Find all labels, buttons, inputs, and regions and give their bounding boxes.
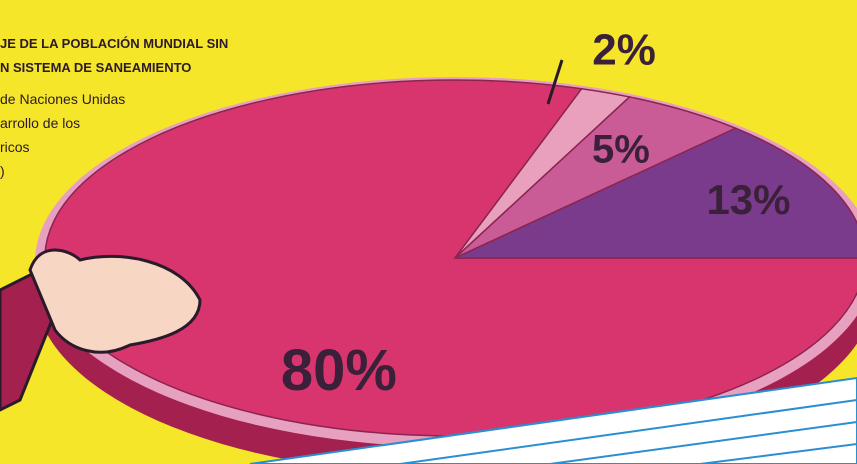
source: ) — [0, 163, 5, 179]
pie — [44, 79, 857, 437]
pie-slice — [454, 127, 857, 259]
hand — [0, 248, 202, 412]
slice-label: 13% — [706, 176, 790, 223]
title: N SISTEMA DE SANEAMIENTO — [0, 60, 191, 75]
paper — [249, 376, 857, 464]
slice-label: 80% — [281, 338, 397, 403]
source: de Naciones Unidas — [0, 91, 125, 107]
pie-slice — [44, 79, 857, 437]
leader-line — [546, 59, 564, 105]
slice-label: 5% — [592, 128, 650, 172]
slice-label: 2% — [592, 25, 656, 74]
source: arrollo de los — [0, 115, 80, 131]
source: ricos — [0, 139, 30, 155]
title: JE DE LA POBLACIÓN MUNDIAL SIN — [0, 36, 228, 51]
